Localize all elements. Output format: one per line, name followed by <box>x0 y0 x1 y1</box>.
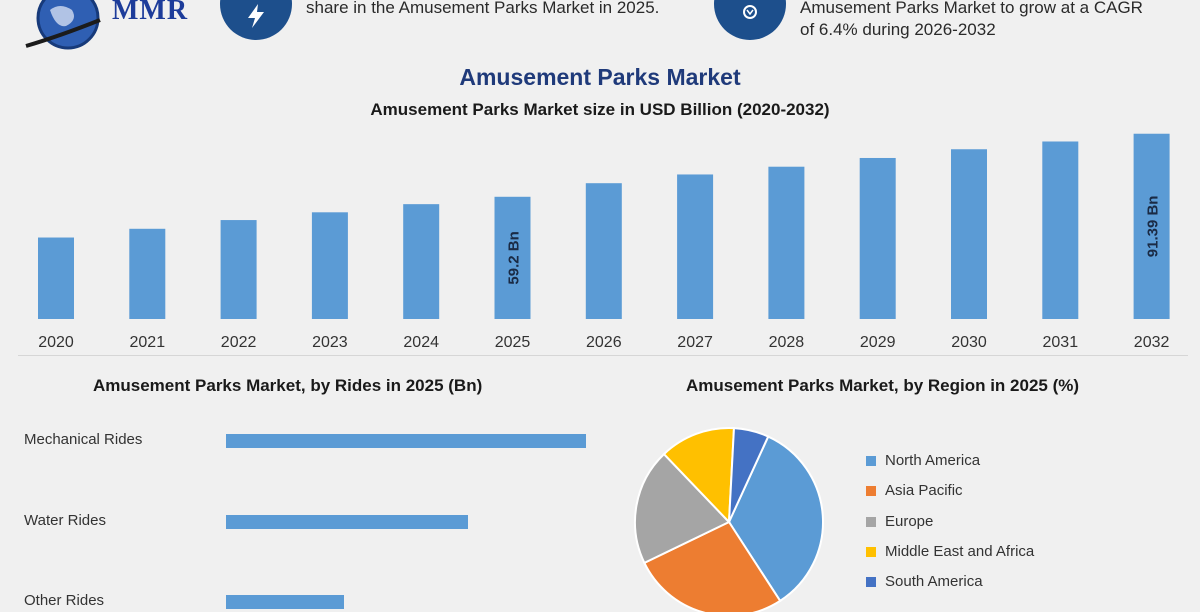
x-tick-label: 2024 <box>403 334 439 351</box>
x-tick-label: 2023 <box>312 334 348 351</box>
bar-2021 <box>129 228 166 319</box>
rides-bar <box>226 434 586 448</box>
region-pie-chart <box>634 427 824 612</box>
legend-label: Middle East and Africa <box>885 543 1035 560</box>
legend-swatch <box>866 577 876 587</box>
stat1-text: share in the Amusement Parks Market in 2… <box>306 0 660 17</box>
x-tick-label: 2022 <box>221 334 257 351</box>
stat2-line1: Amusement Parks Market to grow at a CAGR <box>800 0 1143 17</box>
chart-main-title: Amusement Parks Market <box>459 64 741 90</box>
x-tick-label: 2021 <box>130 334 166 351</box>
bar-2022 <box>220 220 257 319</box>
mmr-logo: MMR <box>20 0 190 52</box>
x-tick-label: 2030 <box>951 334 987 351</box>
legend-swatch <box>866 517 876 527</box>
bar-2031 <box>1042 141 1079 319</box>
legend-label: South America <box>885 573 983 590</box>
x-tick-label: 2020 <box>38 334 74 351</box>
bar-2026 <box>585 183 622 319</box>
bar-data-label: 59.2 Bn <box>506 231 523 284</box>
stat2-line2: of 6.4% during 2026-2032 <box>800 20 996 39</box>
bar-data-label: 91.39 Bn <box>1145 196 1162 258</box>
rides-chart-title: Amusement Parks Market, by Rides in 2025… <box>93 376 483 395</box>
rides-bar <box>226 515 468 529</box>
globe-icon <box>714 0 786 40</box>
region-chart-title: Amusement Parks Market, by Region in 202… <box>686 376 1080 395</box>
bar-2029 <box>859 157 896 319</box>
legend-label: Asia Pacific <box>885 482 963 499</box>
x-tick-label: 2028 <box>769 334 805 351</box>
legend-swatch <box>866 486 876 496</box>
bar-2028 <box>768 166 805 319</box>
x-tick-label: 2032 <box>1134 334 1170 351</box>
legend-swatch <box>866 456 876 466</box>
section-divider <box>18 355 1188 356</box>
bar-2032 <box>1133 133 1170 319</box>
legend-label: North America <box>885 452 981 469</box>
stat2-text: Amusement Parks Market to grow at a CAGR… <box>800 0 1143 41</box>
x-tick-label: 2025 <box>495 334 531 351</box>
legend-label: Europe <box>885 513 934 530</box>
pie-slice <box>728 427 770 523</box>
header-band: MMR share in the Amusement Parks Market … <box>0 0 1200 58</box>
x-tick-label: 2027 <box>677 334 713 351</box>
legend-swatch <box>866 547 876 557</box>
market-size-bar-chart: 2020 2021 2022 2023 2024 2025 59.2 Bn 2026 2027 2… <box>38 133 1170 351</box>
bar-2024 <box>403 204 440 319</box>
bar-2027 <box>677 174 714 319</box>
bar-2020 <box>38 237 74 319</box>
logo-text: MMR <box>112 0 189 26</box>
bar-2023 <box>311 212 348 319</box>
rides-bar <box>226 595 345 609</box>
x-tick-label: 2026 <box>586 334 622 351</box>
pie-slice <box>662 427 736 525</box>
x-tick-label: 2029 <box>860 334 896 351</box>
rides-category-label: Water Rides <box>24 512 106 529</box>
chart-subtitle: Amusement Parks Market size in USD Billi… <box>370 100 830 119</box>
rides-category-label: Mechanical Rides <box>24 431 143 448</box>
lightning-icon <box>220 0 292 40</box>
bar-2025 <box>494 196 531 319</box>
x-tick-label: 2031 <box>1043 334 1079 351</box>
pie-slice <box>727 435 824 603</box>
bar-2030 <box>951 149 987 319</box>
globe-logo-icon <box>25 0 101 50</box>
rides-category-label: Other Rides <box>24 592 105 609</box>
pie-slice <box>634 452 731 565</box>
